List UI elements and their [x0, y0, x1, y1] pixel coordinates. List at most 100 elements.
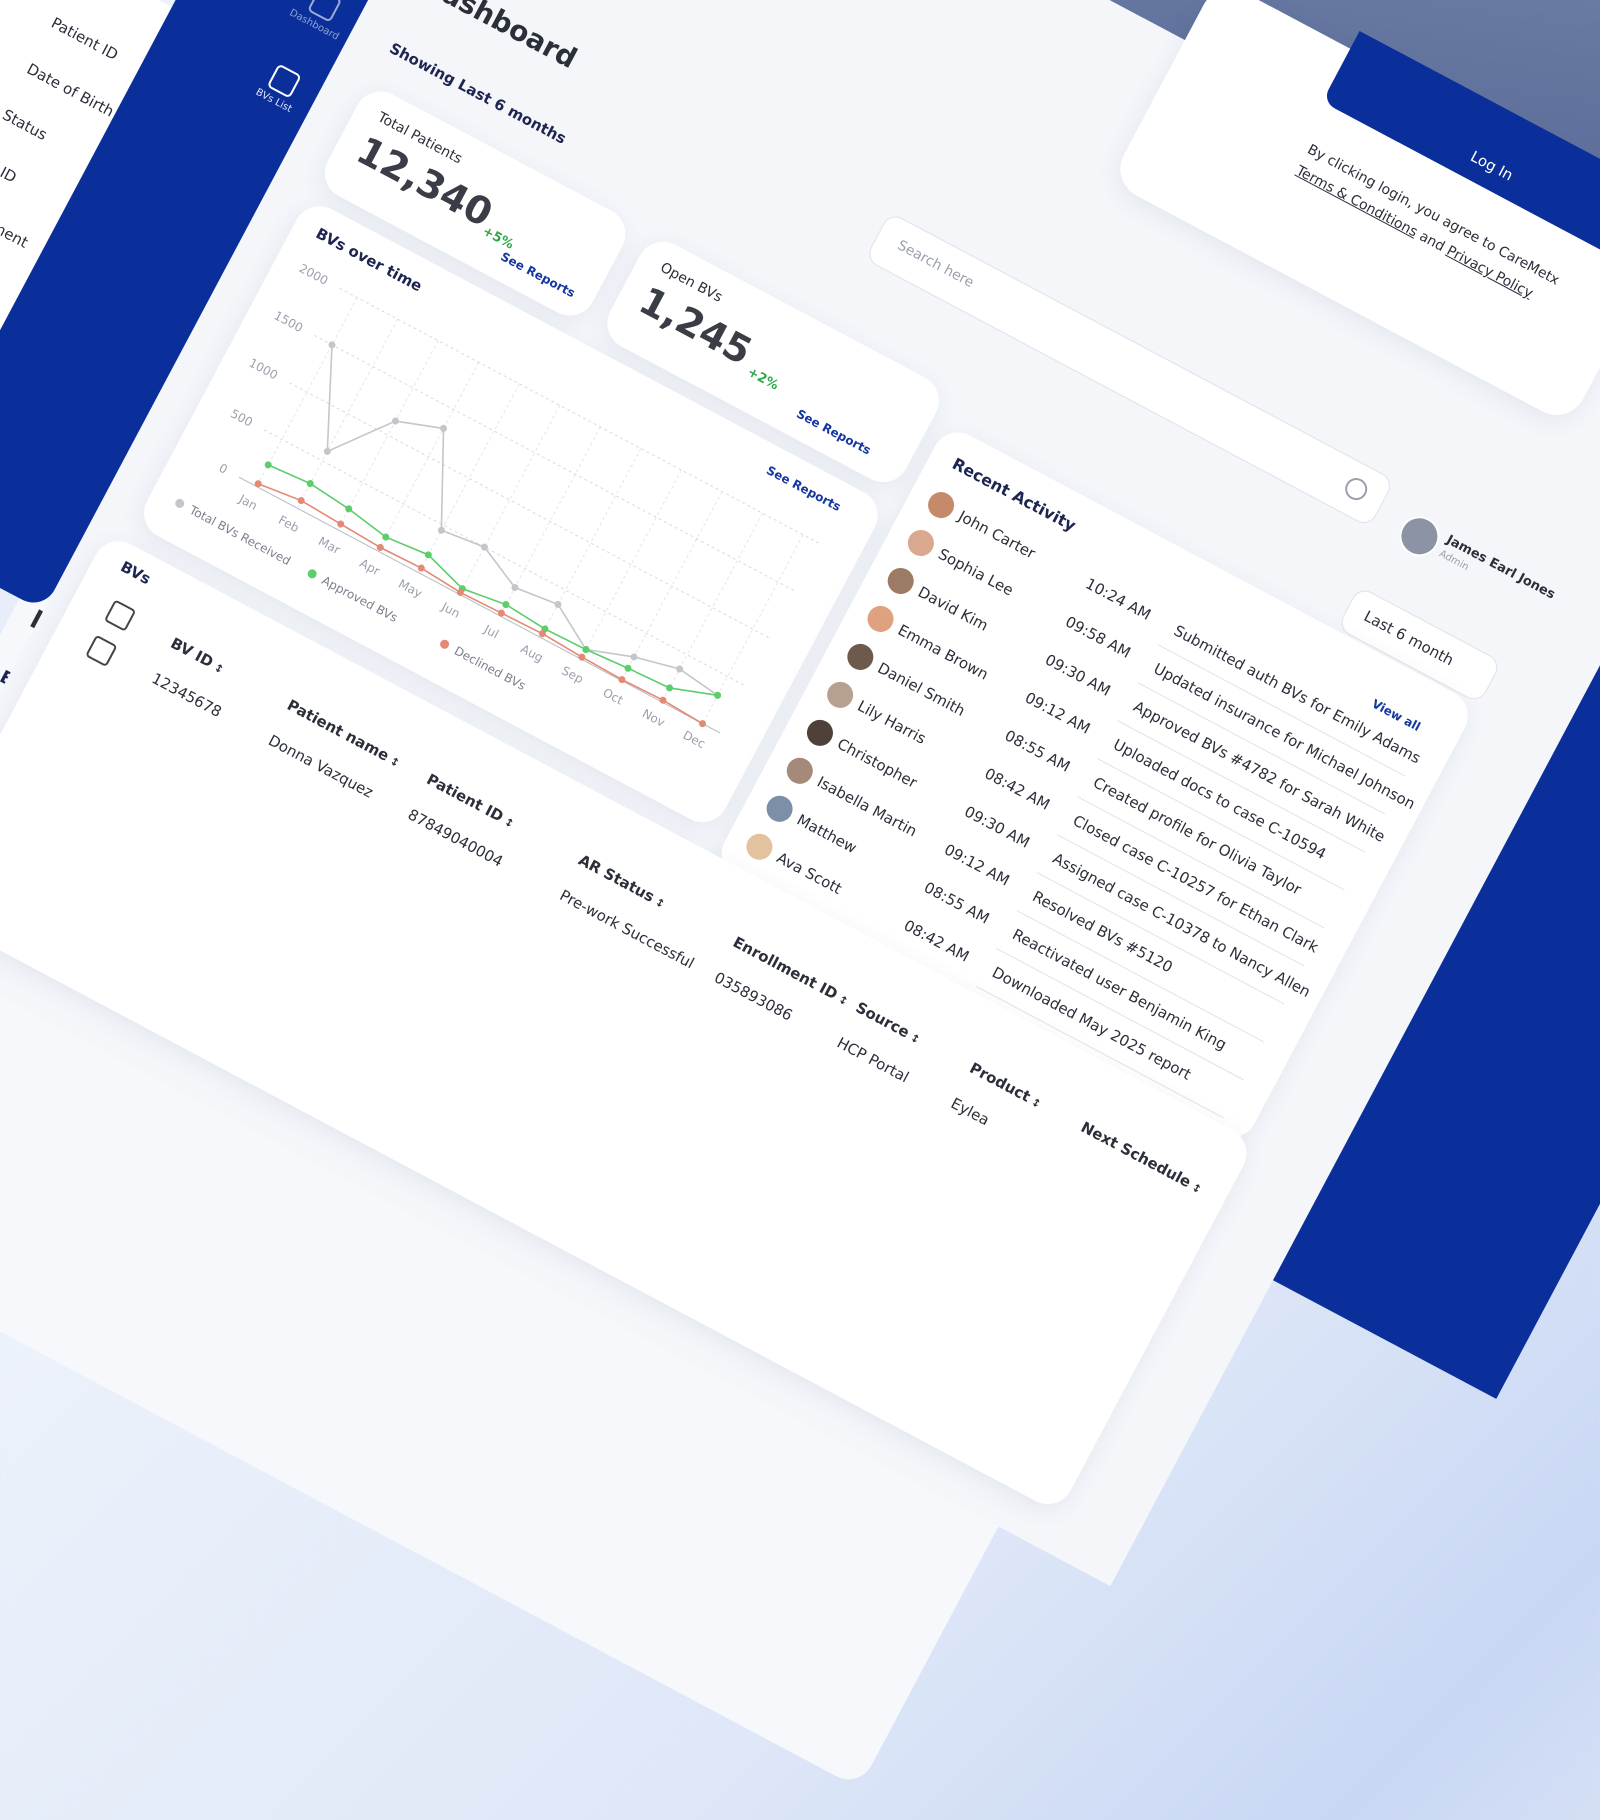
and-text: and — [1416, 228, 1448, 255]
activity-name: Christopher — [834, 734, 921, 792]
data-point — [618, 676, 626, 684]
line-chart: 0 500 1000 1500 2000 Jan Feb Mar Apr May Jun Jul Aug… — [175, 261, 821, 751]
x-tick-label: Feb — [276, 513, 301, 535]
activity-time: 09:12 AM — [1021, 688, 1094, 738]
data-point — [306, 480, 314, 488]
grid-line — [263, 429, 746, 687]
data-point — [480, 543, 488, 551]
data-point — [666, 684, 674, 692]
series-line — [267, 464, 718, 697]
stat-change: +2% — [744, 364, 781, 394]
data-point — [630, 653, 638, 661]
row-divider — [1117, 720, 1365, 853]
grid-line-vertical — [661, 512, 763, 703]
x-tick-label: Oct — [601, 685, 626, 707]
data-point — [659, 696, 667, 704]
x-tick-label: May — [396, 577, 424, 601]
data-point — [440, 424, 448, 432]
activity-time: 10:24 AM — [1082, 574, 1154, 624]
data-point — [497, 609, 505, 617]
data-point — [345, 505, 353, 513]
series-line — [326, 344, 719, 696]
data-point — [417, 564, 425, 572]
legend-label: Declined BVs — [452, 644, 528, 693]
data-point — [456, 588, 464, 596]
data-point — [624, 664, 632, 672]
data-point — [578, 653, 586, 661]
data-point — [554, 600, 562, 608]
data-point — [337, 520, 345, 528]
checkbox[interactable] — [85, 634, 118, 668]
data-point — [424, 551, 432, 559]
legend-marker — [175, 498, 185, 508]
y-tick-label: 2000 — [297, 261, 331, 288]
row-divider — [1056, 834, 1305, 967]
table-cell: 12345678 — [148, 669, 225, 722]
legend-label: Approved BVs — [319, 573, 399, 625]
page: { "sidebar": {"items": ["Dashboard", "BV… — [0, 0, 1600, 1200]
activity-time: 09:58 AM — [1062, 612, 1134, 662]
x-tick-label: Jun — [438, 599, 462, 621]
form-label: Patient ID — [48, 13, 122, 64]
activity-name: Lily Harris — [854, 696, 930, 748]
activity-time: 09:30 AM — [961, 802, 1033, 852]
form-label: Enrollment — [0, 197, 32, 252]
chart-card: BVs over time See Reports 0 500 1000 1500 20… — [134, 197, 887, 832]
data-point — [328, 341, 336, 349]
data-point — [254, 480, 262, 488]
activity-avatar — [779, 750, 821, 792]
column-header: Product — [967, 1059, 1045, 1112]
data-point — [511, 584, 519, 592]
data-point — [714, 691, 722, 699]
x-tick-label: Apr — [357, 556, 382, 578]
x-tick-label: Sep — [559, 663, 586, 686]
data-point — [502, 601, 510, 609]
data-point — [699, 720, 707, 728]
activity-avatar — [819, 674, 861, 716]
column-header: BV ID — [168, 634, 228, 677]
grid-line-vertical — [296, 318, 399, 509]
activity-time: 09:30 AM — [1042, 650, 1114, 700]
grid-line-vertical — [458, 405, 561, 595]
form-label: BV ID — [0, 152, 20, 187]
stat-change: +5% — [479, 223, 517, 253]
data-point — [676, 665, 684, 673]
activity-time: 08:55 AM — [1001, 726, 1074, 776]
form-label: Status — [0, 105, 51, 144]
table-cell: HCP Portal — [833, 1033, 912, 1087]
checkbox[interactable] — [103, 599, 137, 632]
activity-avatar — [900, 522, 942, 564]
y-tick-label: 1000 — [247, 356, 281, 383]
activity-name: Sophia Lee — [935, 544, 1017, 600]
activity-avatar — [799, 712, 841, 754]
activity-avatar — [880, 560, 921, 602]
grid-line-vertical — [580, 469, 682, 660]
data-point — [264, 461, 272, 469]
grid-line — [314, 335, 796, 592]
activity-time: 09:12 AM — [941, 840, 1013, 890]
x-tick-label: Dec — [681, 728, 708, 751]
search-icon — [1341, 474, 1372, 504]
x-tick-label: Nov — [640, 706, 667, 729]
data-point — [323, 447, 331, 455]
row-divider — [1097, 758, 1345, 891]
row-divider — [1157, 644, 1406, 777]
grid-line-vertical — [539, 448, 642, 638]
row-divider — [1036, 872, 1285, 1005]
data-point — [382, 533, 390, 541]
data-point — [297, 497, 305, 505]
y-tick-label: 0 — [217, 461, 230, 477]
row-divider — [1016, 910, 1265, 1043]
grid-line-vertical — [418, 383, 520, 574]
series-line — [257, 482, 703, 725]
activity-time: 08:42 AM — [981, 764, 1053, 814]
x-tick-label: Jan — [236, 491, 260, 513]
grid-line-vertical — [337, 340, 439, 530]
activity-avatar — [920, 484, 962, 526]
activity-name: John Carter — [955, 506, 1039, 563]
activity-name: David Kim — [915, 582, 992, 635]
form-label: Date of Birth — [23, 59, 117, 121]
data-point — [437, 526, 445, 534]
table-cell: Eylea — [947, 1094, 993, 1130]
